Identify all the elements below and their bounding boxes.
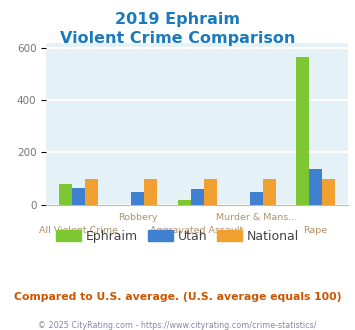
Text: 2019 Ephraim: 2019 Ephraim: [115, 12, 240, 26]
Bar: [296, 57, 309, 205]
Text: Murder & Mans...: Murder & Mans...: [215, 214, 297, 222]
Bar: [322, 179, 335, 205]
Text: Rape: Rape: [303, 226, 327, 235]
Text: Compared to U.S. average. (U.S. average equals 100): Compared to U.S. average. (U.S. average …: [14, 292, 341, 302]
Bar: [144, 179, 157, 205]
Bar: [250, 192, 263, 205]
Bar: [203, 179, 217, 205]
Bar: [59, 184, 72, 205]
Text: © 2025 CityRating.com - https://www.cityrating.com/crime-statistics/: © 2025 CityRating.com - https://www.city…: [38, 321, 317, 330]
Bar: [131, 192, 144, 205]
Text: Violent Crime Comparison: Violent Crime Comparison: [60, 31, 295, 46]
Bar: [85, 179, 98, 205]
Text: Aggravated Assault: Aggravated Assault: [151, 226, 244, 235]
Text: All Violent Crime: All Violent Crime: [39, 226, 118, 235]
Text: Robbery: Robbery: [118, 214, 158, 222]
Bar: [191, 189, 203, 205]
Legend: Ephraim, Utah, National: Ephraim, Utah, National: [50, 225, 305, 248]
Bar: [263, 179, 276, 205]
Bar: [178, 200, 191, 205]
Bar: [72, 188, 85, 205]
Bar: [309, 169, 322, 205]
